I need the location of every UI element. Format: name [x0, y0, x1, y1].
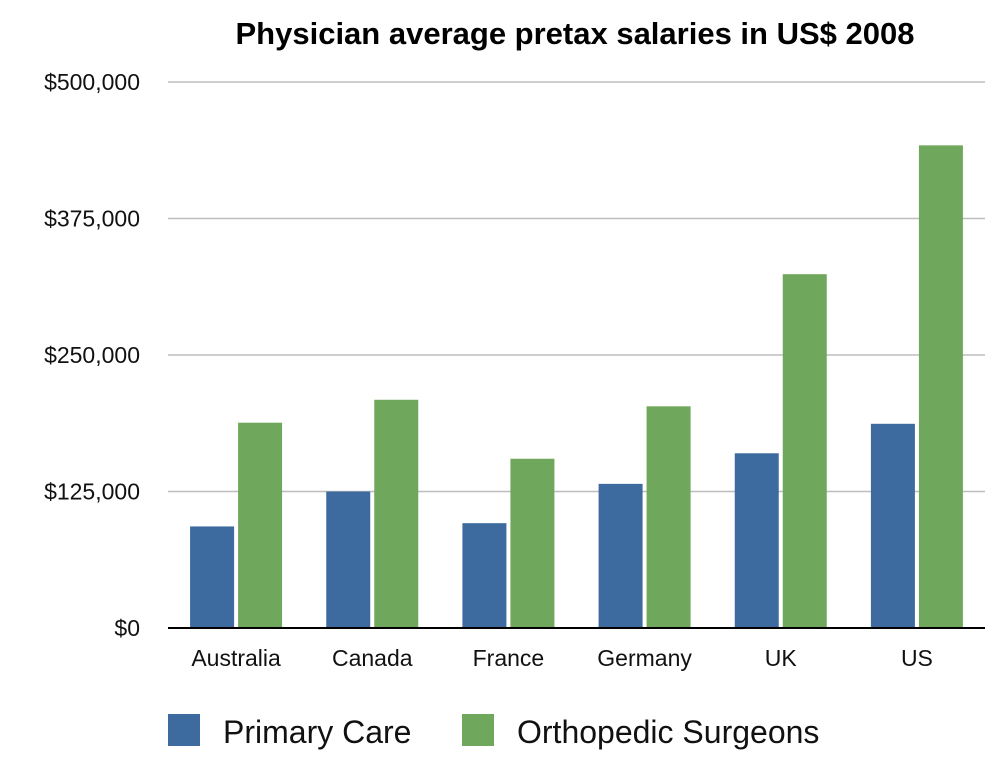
y-tick-label: $500,000 — [44, 69, 140, 95]
y-tick-label: $125,000 — [44, 479, 140, 505]
y-tick-label: $375,000 — [44, 206, 140, 232]
bar-orthopedic-surgeons-canada — [374, 399, 419, 628]
bar-primary-care-germany — [598, 483, 643, 628]
y-tick-label: $250,000 — [44, 342, 140, 368]
x-tick-label: Germany — [597, 645, 692, 671]
gridlines — [168, 81, 985, 493]
bar-primary-care-us — [870, 423, 915, 628]
bar-primary-care-australia — [190, 526, 235, 628]
y-tick-label: $0 — [114, 615, 140, 641]
bar-orthopedic-surgeons-us — [918, 145, 963, 628]
x-tick-label: Australia — [191, 645, 281, 671]
x-tick-label: France — [473, 645, 545, 671]
legend-label: Primary Care — [223, 714, 411, 750]
bar-orthopedic-surgeons-australia — [238, 422, 283, 628]
legend: Primary Care Orthopedic Surgeons — [168, 714, 819, 750]
bar-primary-care-uk — [734, 453, 779, 628]
x-tick-label: Canada — [332, 645, 413, 671]
bar-primary-care-france — [462, 523, 507, 628]
y-axis-tick-labels: $0 $125,000 $250,000 $375,000 $500,000 — [44, 69, 140, 641]
bar-orthopedic-surgeons-uk — [782, 274, 827, 628]
legend-swatch — [168, 714, 200, 746]
chart-title: Physician average pretax salaries in US$… — [236, 16, 915, 51]
x-tick-label: US — [901, 645, 933, 671]
bars — [190, 145, 963, 628]
x-axis-tick-labels: Australia Canada France Germany UK US — [191, 645, 933, 671]
x-tick-label: UK — [765, 645, 798, 671]
legend-swatch — [462, 714, 494, 746]
legend-label: Orthopedic Surgeons — [517, 714, 819, 750]
bar-primary-care-canada — [326, 491, 371, 628]
bar-orthopedic-surgeons-germany — [646, 406, 691, 628]
bar-orthopedic-surgeons-france — [510, 458, 555, 628]
